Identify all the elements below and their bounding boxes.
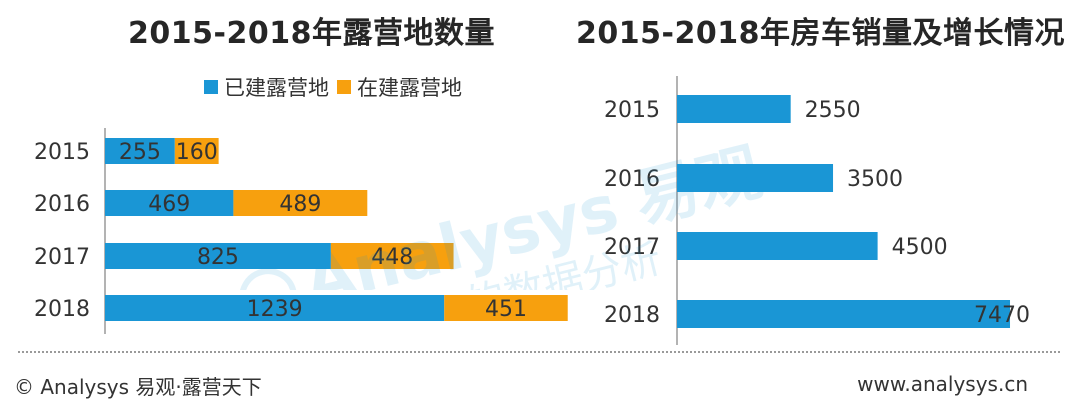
bar-rv-sales bbox=[677, 232, 878, 260]
left-category-label: 2015 bbox=[34, 140, 90, 165]
left-stacked-bar-chart: 2015 255 160 2016 469 489 2017 825 448 2018 1239 45… bbox=[34, 128, 568, 334]
data-label-built: 1239 bbox=[247, 297, 303, 322]
data-label-rv-sales: 4500 bbox=[892, 235, 948, 260]
bar-under-construction bbox=[233, 190, 368, 216]
legend-item-built: 已建露营地 bbox=[204, 72, 329, 102]
legend-label-built: 已建露营地 bbox=[224, 76, 329, 100]
footer-copyright: © Analysys 易观·露营天下 bbox=[14, 375, 262, 399]
data-label-under-construction: 489 bbox=[279, 192, 321, 217]
data-label-rv-sales: 3500 bbox=[847, 167, 903, 192]
data-label-under-construction: 448 bbox=[371, 245, 413, 270]
data-label-under-construction: 160 bbox=[176, 140, 218, 165]
legend-label-under-construction: 在建露营地 bbox=[357, 76, 462, 100]
bar-under-construction bbox=[330, 243, 454, 269]
bar-built bbox=[105, 295, 445, 321]
right-bar-chart: 2015 2550 2016 3500 2017 4500 2018 7470 bbox=[604, 76, 1030, 345]
right-category-label: 2016 bbox=[604, 167, 660, 192]
left-category-label: 2018 bbox=[34, 297, 90, 322]
left-chart-legend: 已建露营地 在建露营地 bbox=[204, 72, 470, 102]
legend-item-under-construction: 在建露营地 bbox=[337, 72, 462, 102]
bar-under-construction bbox=[174, 138, 219, 164]
data-label-rv-sales: 7470 bbox=[974, 303, 1030, 328]
data-label-built: 255 bbox=[119, 140, 161, 165]
left-category-label: 2017 bbox=[34, 245, 90, 270]
right-category-label: 2017 bbox=[604, 235, 660, 260]
bar-built bbox=[105, 190, 234, 216]
data-label-built: 469 bbox=[148, 192, 190, 217]
bar-rv-sales bbox=[677, 164, 834, 192]
bar-rv-sales bbox=[677, 300, 1011, 328]
left-chart-title: 2015-2018年露营地数量 bbox=[128, 16, 495, 51]
legend-swatch-built bbox=[204, 80, 218, 94]
right-category-label: 2015 bbox=[604, 98, 660, 123]
left-category-label: 2016 bbox=[34, 192, 90, 217]
data-label-under-construction: 451 bbox=[485, 297, 527, 322]
right-category-label: 2018 bbox=[604, 303, 660, 328]
data-label-rv-sales: 2550 bbox=[805, 98, 861, 123]
footer-website: www.analysys.cn bbox=[857, 372, 1028, 396]
bar-under-construction bbox=[444, 295, 568, 321]
right-chart-title: 2015-2018年房车销量及增长情况 bbox=[576, 16, 1065, 51]
data-label-built: 825 bbox=[197, 245, 239, 270]
bar-built bbox=[105, 243, 331, 269]
legend-swatch-under-construction bbox=[337, 80, 351, 94]
footer-divider bbox=[18, 351, 1060, 353]
bar-rv-sales bbox=[677, 95, 791, 123]
bar-built bbox=[105, 138, 175, 164]
